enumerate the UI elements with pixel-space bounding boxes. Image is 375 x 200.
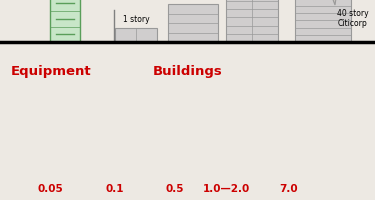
Text: 1.0—2.0: 1.0—2.0	[203, 184, 250, 194]
Text: 7.0: 7.0	[279, 184, 298, 194]
Bar	[115, 28, 157, 42]
Polygon shape	[295, 0, 351, 5]
Text: Equipment: Equipment	[10, 66, 91, 78]
Bar	[226, 0, 278, 42]
Text: 0.05: 0.05	[38, 184, 63, 194]
Text: 0.5: 0.5	[165, 184, 184, 194]
Text: 0.1: 0.1	[105, 184, 124, 194]
Text: 40 story
Citicorp: 40 story Citicorp	[337, 9, 369, 28]
Text: Buildings: Buildings	[153, 66, 222, 78]
Text: 1 story: 1 story	[123, 15, 149, 24]
Bar	[50, 0, 80, 42]
Bar	[295, 0, 351, 42]
Bar	[168, 4, 218, 42]
